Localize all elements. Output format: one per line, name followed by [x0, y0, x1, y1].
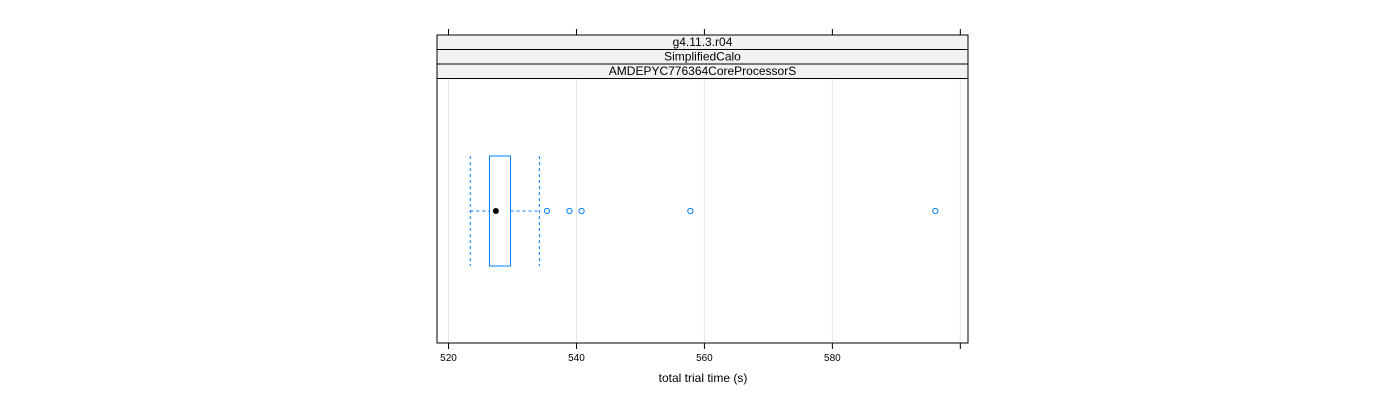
x-axis-title: total trial time (s)	[659, 371, 748, 385]
strip-label-3: AMDEPYC776364CoreProcessorS	[609, 64, 796, 78]
outlier-point-4	[687, 207, 694, 215]
outlier-point-2	[566, 207, 573, 215]
x-tick-label-540: 540	[568, 353, 585, 364]
panel-border	[436, 34, 969, 344]
median-point	[492, 208, 499, 214]
grid-lines	[448, 78, 961, 343]
outlier-point-5	[932, 207, 939, 215]
x-tick-label-520: 520	[440, 353, 457, 364]
x-tick-label-560: 560	[696, 353, 713, 364]
strip-headers: g4.11.3.r04SimplifiedCaloAMDEPYC776364Co…	[436, 34, 969, 79]
outlier-point-3	[578, 207, 585, 215]
strip-label-1: g4.11.3.r04	[673, 35, 733, 49]
x-tick-label-580: 580	[824, 353, 841, 364]
box-plot	[469, 155, 939, 267]
interquartile-box	[488, 155, 512, 267]
outlier-point-1	[543, 207, 551, 215]
x-axis: 520 540 560 580	[440, 29, 961, 364]
strip-label-2: SimplifiedCalo	[664, 50, 741, 64]
